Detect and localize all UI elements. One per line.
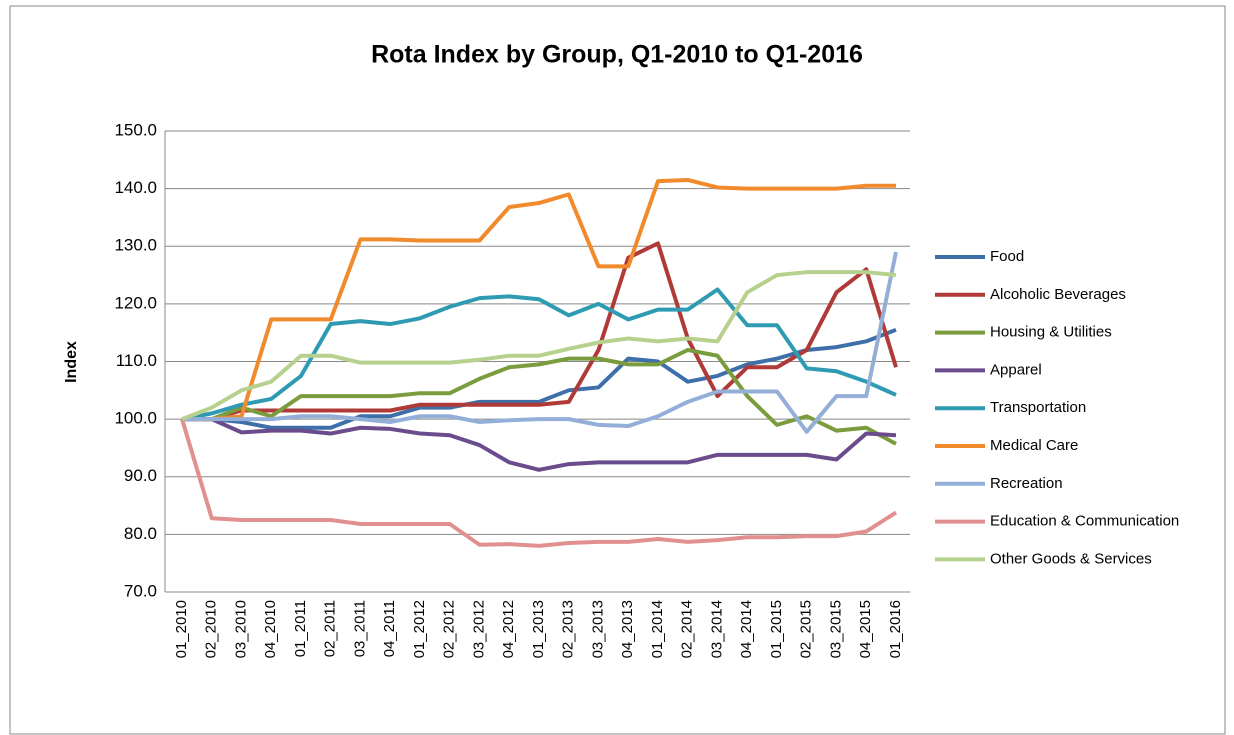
legend-label: Recreation — [990, 475, 1063, 492]
x-tick-label: 01_2011 — [292, 600, 309, 657]
chart-title: Rota Index by Group, Q1-2010 to Q1-2016 — [371, 41, 863, 69]
y-tick-label: 80.0 — [124, 524, 157, 543]
y-tick-label: 150.0 — [114, 120, 157, 139]
y-axis-label: Index — [63, 341, 80, 383]
x-tick-label: 04_2012 — [500, 600, 517, 658]
series-line — [182, 251, 898, 434]
x-tick-label: 02_2015 — [798, 600, 815, 658]
y-tick-label: 70.0 — [124, 581, 157, 600]
y-tick-label: 100.0 — [114, 409, 157, 428]
series-line — [182, 177, 896, 422]
y-tick-label: 90.0 — [124, 466, 157, 485]
legend-label: Transportation — [990, 399, 1086, 416]
y-tick-label: 110.0 — [116, 351, 157, 370]
legend-label: Housing & Utilities — [990, 324, 1112, 341]
legend-label: Other Goods & Services — [990, 550, 1152, 567]
x-tick-label: 02_2012 — [441, 600, 458, 658]
y-tick-label: 120.0 — [114, 293, 157, 312]
x-tick-label: 01_2012 — [411, 600, 428, 658]
x-tick-label: 03_2015 — [827, 600, 844, 658]
series-line — [182, 347, 897, 446]
x-tick-label: 03_2012 — [470, 600, 487, 658]
x-tick-label: 01_2016 — [887, 600, 904, 658]
x-tick-label: 04_2014 — [738, 600, 755, 658]
legend-label: Apparel — [990, 361, 1042, 378]
x-tick-label: 03_2013 — [589, 600, 606, 658]
x-tick-label: 01_2010 — [173, 600, 190, 658]
y-tick-label: 130.0 — [114, 236, 157, 255]
y-tick-label: 140.0 — [114, 178, 157, 197]
x-tick-label: 02_2010 — [203, 600, 220, 658]
x-tick-label: 04_2015 — [857, 600, 874, 658]
series-line — [182, 417, 897, 472]
series-line — [181, 287, 897, 422]
x-tick-label: 01_2015 — [768, 600, 785, 658]
legend-label: Medical Care — [990, 437, 1078, 454]
legend-label: Food — [990, 248, 1024, 265]
chart-frame — [9, 5, 1226, 735]
x-tick-label: 03_2010 — [232, 600, 249, 658]
x-tick-label: 02_2011 — [322, 600, 339, 657]
series-line — [181, 270, 897, 421]
legend-label: Alcoholic Beverages — [990, 286, 1126, 303]
x-tick-label: 04_2010 — [262, 600, 279, 658]
x-tick-label: 01_2014 — [649, 600, 666, 658]
series-line — [182, 241, 898, 422]
x-tick-label: 03_2011 — [351, 600, 368, 657]
x-tick-label: 01_2013 — [530, 600, 547, 658]
x-tick-label: 04_2011 — [381, 600, 398, 657]
x-tick-label: 02_2014 — [679, 600, 696, 658]
x-tick-label: 04_2013 — [619, 600, 636, 658]
series-line — [180, 418, 898, 548]
legend-label: Education & Communication — [990, 513, 1179, 530]
series-line — [182, 327, 897, 430]
x-tick-label: 02_2013 — [560, 600, 577, 658]
x-tick-label: 03_2014 — [708, 600, 725, 658]
